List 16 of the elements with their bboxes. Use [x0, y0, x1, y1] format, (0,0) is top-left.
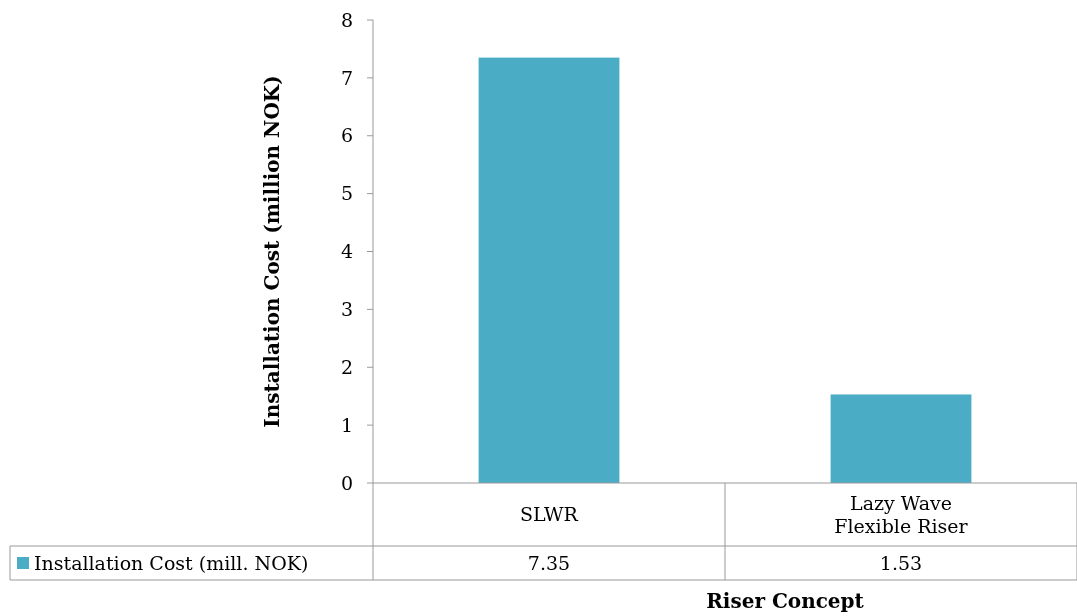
y-tick-label: 7	[340, 66, 353, 89]
y-tick-label: 6	[340, 124, 353, 147]
data-label: 7.35	[527, 551, 571, 574]
y-tick-label: 8	[340, 8, 353, 31]
y-axis-title: Installation Cost (million NOK)	[260, 75, 284, 428]
y-tick-label: 3	[340, 298, 353, 321]
legend-label: Installation Cost (mill. NOK)	[34, 551, 309, 574]
y-tick-label: 5	[340, 182, 353, 205]
y-tick-label: 1	[340, 413, 353, 436]
y-tick-label: 4	[340, 240, 353, 263]
y-tick-label: 2	[340, 355, 353, 378]
y-tick-label: 0	[340, 471, 353, 494]
x-tick-label: SLWR	[520, 503, 579, 526]
data-label: 1.53	[879, 551, 923, 574]
x-tick-label: Lazy Wave Flexible Riser	[834, 491, 969, 537]
x-axis-title: Riser Concept	[706, 589, 865, 613]
